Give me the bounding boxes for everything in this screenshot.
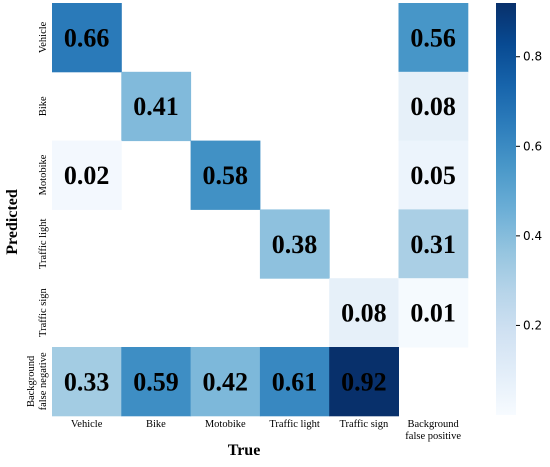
heatmap-cell [259, 347, 330, 417]
x-tick-label: Traffic light [269, 419, 320, 430]
x-tick-label: Motobike [205, 419, 246, 430]
heatmap-cell [398, 278, 469, 348]
x-tick-label: Traffic sign [339, 419, 388, 430]
colorbar-gradient [496, 3, 516, 415]
x-tick-label: Background false positive [405, 419, 461, 442]
heatmap-cell [398, 71, 469, 142]
x-tick-labels: Vehicle Bike Motobike Traffic light Traffic … [71, 419, 461, 442]
y-tick-label: Traffic sign [38, 287, 49, 336]
cell-value-label: 0.01 [410, 299, 456, 328]
x-tick-label: Vehicle [71, 419, 103, 430]
heatmap-cell [398, 140, 469, 210]
y-tick-label: Backgroundfalse negative [26, 352, 49, 410]
heatmap-cells: 0.66 0.56 0.41 0.08 0.02 0.58 0.05 0.38 0.31 0.08… [52, 3, 469, 417]
colorbar-tick-label: 0.8 [523, 50, 542, 64]
cell-value-label: 0.08 [341, 299, 387, 328]
cell-value-label: 0.61 [272, 367, 318, 396]
heatmap-cell [52, 3, 122, 73]
y-tick-label: Traffic light [38, 218, 49, 269]
cell-value-label: 0.02 [64, 161, 110, 190]
colorbar-ticks: 0.2 0.4 0.6 0.8 [516, 50, 542, 332]
heatmap-cell [329, 347, 399, 417]
heatmap-cell [121, 347, 192, 417]
y-tick-labels: Vehicle Bike Motobike Traffic light Traffic … [26, 21, 49, 410]
x-tick-label: Bike [146, 419, 166, 430]
heatmap-cell [398, 209, 469, 279]
colorbar-tick-label: 0.4 [523, 229, 542, 243]
cell-value-label: 0.59 [133, 367, 179, 396]
heatmap-cell [121, 71, 192, 142]
cell-value-label: 0.66 [64, 23, 110, 52]
heatmap-cell [52, 347, 122, 417]
heatmap-cell [190, 347, 261, 417]
heatmap-cell [190, 140, 261, 210]
cell-value-label: 0.31 [410, 230, 456, 259]
y-axis-title: Predicted [4, 189, 21, 255]
heatmap-cell [398, 3, 469, 73]
cell-value-label: 0.92 [341, 367, 387, 396]
y-tick-label: Vehicle [38, 21, 49, 53]
colorbar-tick-label: 0.2 [523, 318, 542, 332]
y-tick-label: Bike [38, 96, 49, 116]
x-axis-title: True [228, 442, 261, 459]
heatmap-cell [329, 278, 399, 348]
cell-value-label: 0.33 [64, 367, 110, 396]
y-tick-label: Motobike [38, 154, 49, 195]
cell-value-label: 0.05 [410, 161, 456, 190]
heatmap-cell [52, 140, 122, 210]
cell-value-label: 0.41 [133, 92, 179, 121]
cell-value-label: 0.58 [203, 161, 249, 190]
colorbar: 0.2 0.4 0.6 0.8 [496, 3, 542, 415]
heatmap-cell [259, 209, 330, 279]
cell-value-label: 0.08 [410, 92, 456, 121]
cell-value-label: 0.38 [272, 230, 318, 259]
colorbar-tick-label: 0.6 [523, 139, 542, 153]
cell-value-label: 0.56 [410, 23, 456, 52]
cell-value-label: 0.42 [203, 367, 249, 396]
